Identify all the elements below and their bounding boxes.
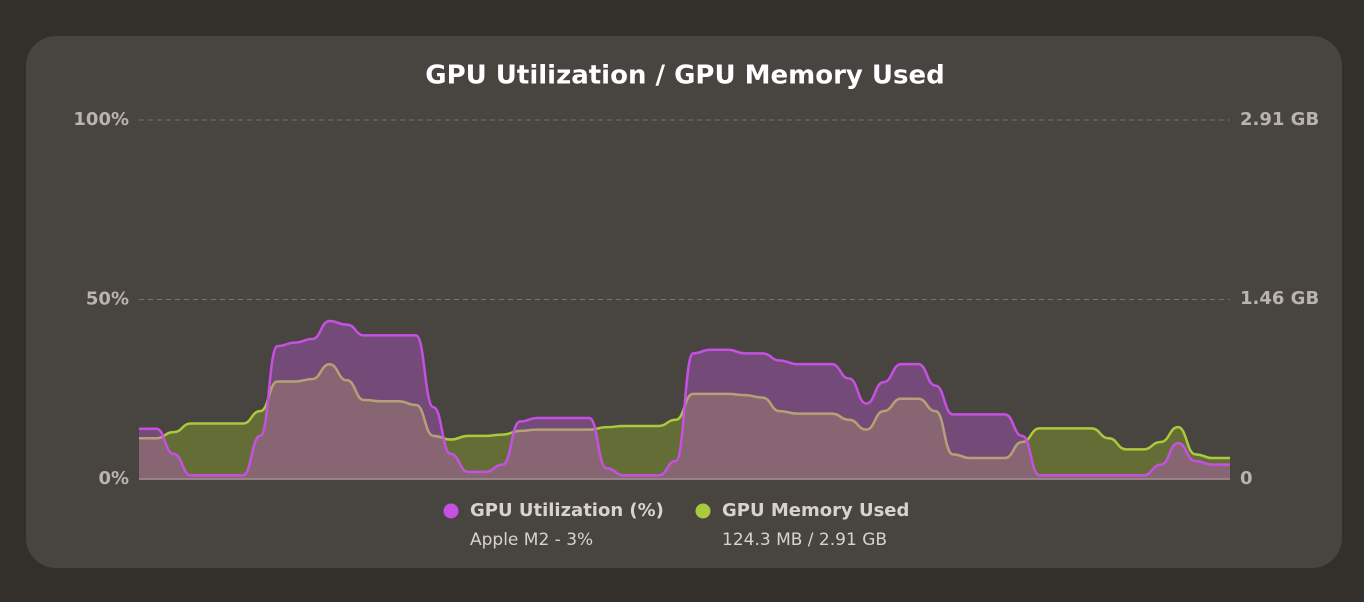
card <box>26 36 1342 568</box>
legend-label: GPU Memory Used <box>722 500 909 521</box>
legend-label: GPU Utilization (%) <box>470 500 664 521</box>
chart-title: GPU Utilization / GPU Memory Used <box>425 61 945 91</box>
area-fill <box>139 321 1230 479</box>
y-tick-label: 0% <box>98 468 129 489</box>
legend-dot <box>443 503 459 519</box>
legend-detail: Apple M2 - 3% <box>470 530 593 550</box>
y2-tick-label: 2.91 GB <box>1240 109 1319 130</box>
y-tick-label: 100% <box>73 109 129 130</box>
y-tick-label: 50% <box>86 289 129 310</box>
legend-detail: 124.3 MB / 2.91 GB <box>722 530 887 550</box>
series-line <box>139 319 1230 477</box>
y2-tick-label: 1.46 GB <box>1240 288 1319 309</box>
legend-dot <box>695 503 711 519</box>
y2-tick-label: 0 <box>1240 468 1253 489</box>
